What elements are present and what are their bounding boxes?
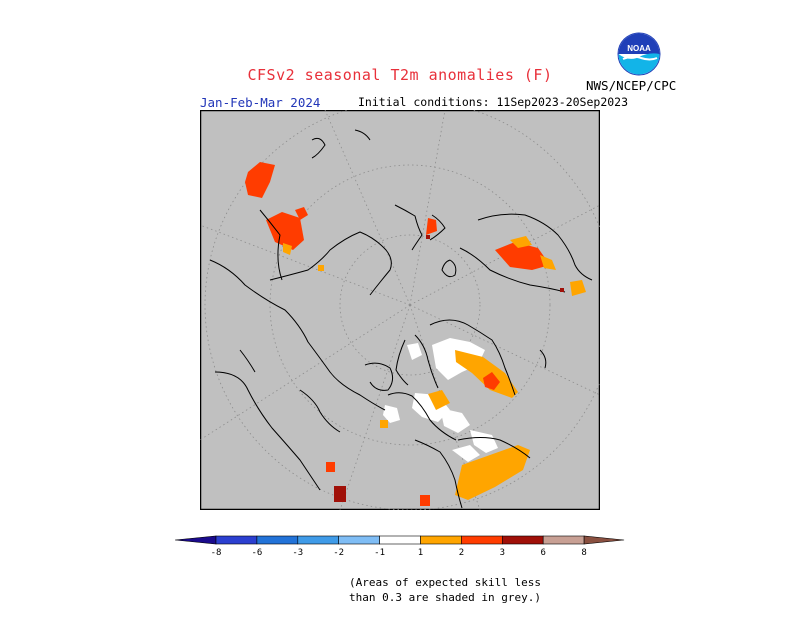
legend-swatch [256, 535, 299, 545]
anomaly-orange-eurasia [455, 445, 530, 500]
anomaly-orange-asia-east [510, 236, 532, 248]
legend-label: -8 [211, 548, 222, 558]
legend-label: 3 [500, 548, 505, 558]
legend-labels: -8 -6 -3 -2 -1 1 2 3 6 8 [211, 548, 587, 558]
map-title: CFSv2 seasonal T2m anomalies (F) [247, 66, 553, 84]
anomaly-orange-europe [455, 350, 518, 398]
legend-swatch [501, 535, 544, 545]
anomaly-orange-asia-ne [540, 255, 556, 270]
anomaly-red-siberia [426, 218, 437, 235]
legend-label: -6 [251, 548, 262, 558]
anomaly-orange-pacific [318, 265, 324, 271]
legend-swatch [379, 535, 421, 545]
legend-swatch [338, 535, 380, 545]
legend-arrow-low [174, 535, 217, 545]
skill-note-line2: than 0.3 are shaded in grey.) [348, 591, 542, 604]
legend-label: 2 [459, 548, 464, 558]
anomaly-specks [426, 235, 564, 292]
legend-label: 6 [540, 548, 545, 558]
legend-label: 1 [418, 548, 423, 558]
legend-arrow-high [583, 535, 625, 545]
initial-conditions-label: Initial conditions: 11Sep2023-20Sep2023 [358, 95, 629, 109]
legend-swatch [420, 535, 462, 545]
anomaly-red-europe [483, 372, 500, 390]
anomaly-red-canada [266, 212, 304, 250]
polar-map [200, 110, 600, 510]
legend-swatch [542, 535, 585, 545]
legend-label: -3 [292, 548, 303, 558]
season-label: Jan-Feb-Mar 2024 [200, 95, 321, 110]
legend-swatch [215, 535, 258, 545]
anomaly-shading [245, 162, 586, 506]
neutral-land [383, 338, 498, 462]
anomaly-red-africa [420, 495, 430, 506]
legend-swatch [297, 535, 340, 545]
anomaly-red-asia-east [495, 242, 550, 270]
anomaly-darkred-na-south [334, 486, 346, 502]
legend-label: 8 [581, 548, 586, 558]
anomaly-red-alaska [245, 162, 275, 198]
anomaly-orange-atlantic [380, 420, 388, 428]
anomaly-red-canada-east [295, 207, 308, 220]
color-legend: -8 -6 -3 -2 -1 1 2 3 6 8 [174, 535, 625, 558]
agency-label: NWS/NCEP/CPC [586, 78, 677, 93]
noaa-logo-text: NOAA [627, 44, 651, 53]
anomaly-orange-asia-se [570, 280, 586, 296]
skill-note: (Areas of expected skill less than 0.3 a… [300, 575, 590, 605]
anomaly-orange-canada-small [283, 243, 292, 255]
legend-label: -2 [333, 548, 344, 558]
legend-swatch [461, 535, 503, 545]
legend-segments [174, 535, 625, 545]
coastlines [209, 129, 593, 509]
legend-label: -1 [374, 548, 385, 558]
noaa-logo: NOAA [617, 32, 661, 76]
anomaly-red-na-south [326, 462, 335, 472]
anomaly-orange-scandinavia [428, 390, 450, 410]
skill-note-line1: (Areas of expected skill less [348, 576, 542, 589]
